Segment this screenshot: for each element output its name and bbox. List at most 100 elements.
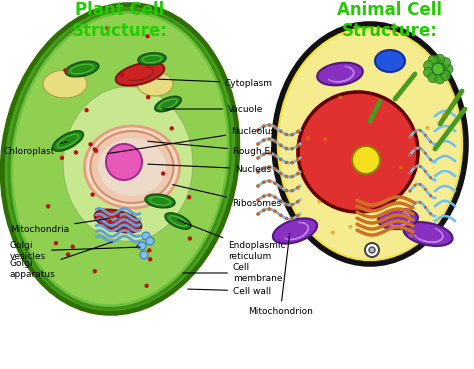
Circle shape	[273, 168, 277, 171]
Circle shape	[441, 58, 451, 68]
Circle shape	[419, 147, 422, 150]
Text: Cell
membrane: Cell membrane	[183, 263, 283, 283]
Circle shape	[414, 184, 417, 187]
Circle shape	[108, 220, 112, 224]
Ellipse shape	[43, 70, 87, 98]
Circle shape	[256, 198, 260, 202]
Circle shape	[148, 257, 152, 262]
Circle shape	[428, 73, 438, 83]
Ellipse shape	[98, 138, 166, 196]
Circle shape	[74, 150, 78, 155]
Ellipse shape	[53, 131, 83, 151]
Ellipse shape	[9, 10, 231, 308]
Circle shape	[256, 170, 260, 174]
Ellipse shape	[317, 63, 363, 85]
Circle shape	[443, 64, 453, 74]
Circle shape	[279, 144, 283, 147]
Circle shape	[256, 184, 260, 188]
Circle shape	[429, 212, 432, 215]
Circle shape	[188, 236, 192, 241]
Circle shape	[262, 152, 265, 156]
Circle shape	[296, 130, 300, 133]
Circle shape	[94, 149, 98, 153]
Circle shape	[435, 54, 445, 64]
Circle shape	[441, 70, 451, 80]
Circle shape	[116, 214, 120, 218]
Circle shape	[256, 156, 260, 160]
Text: Ribosomes: Ribosomes	[173, 184, 281, 208]
Circle shape	[268, 151, 271, 155]
Circle shape	[138, 242, 146, 250]
Circle shape	[273, 182, 277, 185]
Circle shape	[296, 158, 300, 161]
Circle shape	[256, 128, 260, 132]
Circle shape	[262, 138, 265, 142]
Ellipse shape	[279, 29, 461, 259]
Circle shape	[409, 234, 413, 238]
Circle shape	[323, 137, 327, 141]
Circle shape	[268, 137, 271, 141]
Circle shape	[414, 148, 417, 151]
Circle shape	[348, 225, 353, 229]
Circle shape	[279, 130, 283, 133]
Circle shape	[424, 68, 434, 77]
Circle shape	[106, 144, 142, 180]
Circle shape	[279, 214, 283, 217]
Circle shape	[291, 203, 294, 206]
Circle shape	[317, 200, 321, 204]
Circle shape	[409, 172, 411, 175]
Circle shape	[429, 176, 432, 179]
Circle shape	[306, 136, 310, 140]
Circle shape	[140, 251, 148, 259]
Circle shape	[424, 188, 427, 191]
Ellipse shape	[375, 50, 405, 72]
Circle shape	[279, 158, 283, 161]
Circle shape	[419, 183, 422, 186]
Circle shape	[414, 130, 417, 133]
Circle shape	[273, 125, 277, 129]
Circle shape	[262, 180, 265, 184]
Circle shape	[291, 175, 294, 178]
Ellipse shape	[63, 86, 193, 241]
Circle shape	[279, 200, 283, 203]
Circle shape	[296, 186, 300, 189]
Circle shape	[147, 248, 152, 253]
Circle shape	[291, 189, 294, 192]
Circle shape	[285, 217, 288, 220]
Circle shape	[92, 147, 97, 152]
Circle shape	[424, 170, 427, 173]
Circle shape	[279, 172, 283, 175]
Text: Cytoplasm: Cytoplasm	[158, 79, 273, 87]
Circle shape	[285, 189, 288, 192]
Text: Vacuole: Vacuole	[163, 104, 264, 114]
Circle shape	[419, 201, 422, 204]
Circle shape	[414, 166, 417, 169]
Text: Chloroplast: Chloroplast	[4, 142, 67, 155]
Circle shape	[296, 200, 300, 203]
Circle shape	[136, 244, 141, 248]
Ellipse shape	[2, 5, 238, 313]
Circle shape	[409, 135, 411, 138]
Circle shape	[409, 190, 411, 193]
Circle shape	[442, 113, 446, 117]
Circle shape	[262, 194, 265, 198]
Circle shape	[409, 154, 411, 156]
Circle shape	[331, 231, 335, 235]
Text: Endoplasmic
reticulum: Endoplasmic reticulum	[178, 220, 285, 261]
Circle shape	[268, 123, 271, 127]
Circle shape	[273, 154, 277, 157]
Circle shape	[60, 156, 64, 160]
Circle shape	[424, 152, 427, 155]
Circle shape	[285, 147, 288, 150]
Ellipse shape	[95, 210, 141, 232]
Ellipse shape	[378, 209, 418, 229]
Circle shape	[365, 243, 379, 257]
Circle shape	[262, 124, 265, 128]
Circle shape	[291, 133, 294, 137]
Circle shape	[146, 237, 154, 245]
Circle shape	[105, 26, 109, 30]
Circle shape	[369, 247, 375, 253]
Circle shape	[88, 142, 93, 146]
Circle shape	[291, 161, 294, 165]
Text: Plant Cell
Structure:: Plant Cell Structure:	[72, 1, 168, 40]
